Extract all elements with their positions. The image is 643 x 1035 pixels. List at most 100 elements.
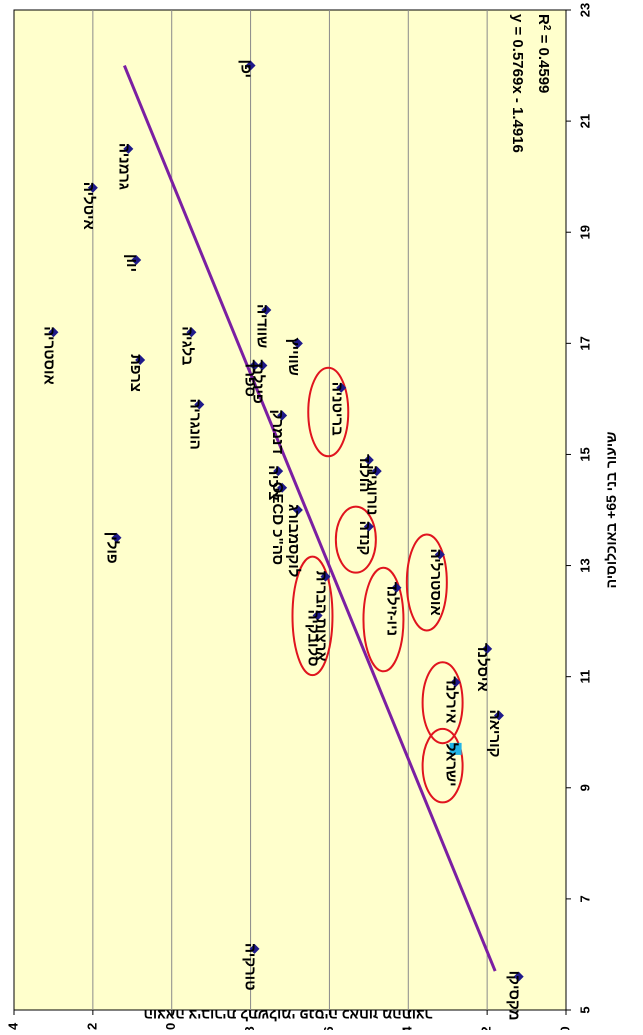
point-label-יוון: יוון bbox=[123, 254, 140, 272]
data-point-בלגיה bbox=[186, 327, 197, 338]
data-point-ניו-זילנד bbox=[391, 582, 402, 593]
x-tick-label: 5 bbox=[577, 1006, 592, 1013]
y-tick-label: 0 bbox=[557, 1026, 572, 1030]
data-points-group bbox=[48, 60, 524, 982]
point-label-הולנד: הולנד bbox=[356, 454, 373, 492]
x-tick-label: 7 bbox=[577, 895, 592, 902]
highlight-circles-group bbox=[291, 366, 464, 804]
data-point-צרפת bbox=[135, 355, 146, 365]
point-label-צרפת: צרפת bbox=[127, 354, 144, 392]
data-point-הונגריה bbox=[194, 399, 205, 410]
point-label-שוודיה: שוודיה bbox=[253, 304, 270, 348]
y-tick-label: 12 bbox=[84, 1023, 99, 1030]
data-point-הולנד bbox=[363, 455, 374, 465]
point-label-נורווגיה: נורווגיה bbox=[364, 465, 381, 515]
point-label-הונגריה: הונגריה bbox=[186, 398, 203, 449]
point-label-פינלנד: פינלנד bbox=[249, 360, 266, 404]
x-tick-label: 17 bbox=[577, 336, 592, 350]
x-tick-label: 23 bbox=[577, 3, 592, 17]
data-point-איסלנד bbox=[482, 643, 493, 654]
highlight-circle-אירלנד bbox=[421, 661, 464, 745]
point-label-איסלנד: איסלנד bbox=[474, 643, 491, 692]
point-label-ארצות-הברית: ארצות הברית bbox=[312, 571, 329, 662]
data-point-גרמניה bbox=[123, 143, 134, 154]
point-label-סה-כ-oecd: סה"כ OECD bbox=[269, 482, 286, 565]
point-label-ישראל: ישראל bbox=[443, 743, 460, 787]
data-point-טורקיה bbox=[249, 943, 260, 954]
data-point-שווייץ bbox=[292, 338, 303, 349]
data-point-אירלנד bbox=[450, 677, 461, 688]
x-tick-label: 19 bbox=[577, 225, 592, 239]
point-label-גרמניה: גרמניה bbox=[115, 143, 132, 190]
trend-equation: y = 0.5769x - 1.4916 bbox=[509, 14, 526, 153]
point-label-קנדה: קנדה bbox=[356, 521, 373, 556]
trendline bbox=[123, 64, 497, 972]
x-tick-label: 13 bbox=[577, 558, 592, 572]
y-axis-title: הוצאה ציבורית לתשלומי פנסיה כאחוז מהתוצר bbox=[143, 1007, 432, 1023]
point-label-איטליה: איטליה bbox=[80, 182, 97, 230]
data-point-פינלנד bbox=[257, 360, 268, 371]
data-point-בריטניה bbox=[336, 382, 347, 393]
point-label-אוסטרליה: אוסטרליה bbox=[427, 548, 444, 615]
point-label-ניו-זילנד: ניו-זילנד bbox=[383, 582, 400, 636]
data-point-קוריאה bbox=[493, 710, 504, 721]
plot-area-group bbox=[13, 9, 567, 1011]
data-point-צ-כיה bbox=[273, 466, 284, 477]
r-squared-value: = 0.4599 bbox=[535, 30, 552, 93]
data-point-אוסטרליה bbox=[434, 549, 445, 560]
data-point-סלובקיה bbox=[312, 610, 323, 621]
r-squared-superscript: 2 bbox=[542, 25, 553, 31]
data-point-פולין bbox=[111, 532, 122, 543]
x-tick-label: 11 bbox=[577, 670, 592, 684]
highlight-circle-אוסטרליה bbox=[405, 533, 448, 632]
trend-r-squared: R2 = 0.4599 bbox=[535, 14, 553, 93]
y-tick-label: 6 bbox=[321, 1026, 336, 1030]
x-axis-title: שיעור בני 65+ באוכלוסיה bbox=[603, 432, 619, 589]
point-label-בלגיה: בלגיה bbox=[178, 326, 195, 366]
gridlines-group bbox=[92, 10, 488, 1010]
plot-background bbox=[13, 9, 567, 1011]
point-label-יפן: יפן bbox=[238, 60, 255, 79]
point-label-מקסיקו: מקסיקו bbox=[506, 971, 523, 1021]
data-point-ספרד bbox=[249, 360, 260, 371]
point-label-סלובקיה: סלובקיה bbox=[305, 610, 322, 667]
data-point-לוקסמבורג bbox=[292, 505, 303, 515]
y-tick-label: 8 bbox=[242, 1026, 257, 1030]
highlight-circle-ישראל bbox=[421, 727, 464, 804]
r-squared-r: R bbox=[535, 14, 552, 25]
point-label-לוקסמבורג: לוקסמבורג bbox=[285, 504, 302, 577]
data-point-קנדה bbox=[363, 521, 374, 532]
data-point-מקסיקו bbox=[513, 971, 524, 982]
data-point-שוודיה bbox=[261, 305, 272, 315]
point-label-אירלנד: אירלנד bbox=[443, 676, 460, 723]
x-tick-label: 15 bbox=[577, 447, 592, 461]
point-label-אוסטריה: אוסטריה bbox=[40, 326, 57, 385]
data-point-אוסטריה bbox=[48, 327, 59, 338]
data-point-ישראל bbox=[449, 742, 462, 755]
point-label-צ-כיה: צ'כיה bbox=[265, 465, 282, 500]
highlight-circle-קנדה bbox=[334, 505, 377, 574]
point-label-פולין: פולין bbox=[104, 532, 121, 564]
point-label-דנמרק: דנמרק bbox=[269, 410, 286, 455]
y-tick-label: 14 bbox=[5, 1022, 20, 1030]
data-point-ארצות-הברית bbox=[320, 571, 331, 582]
x-tick-label: 21 bbox=[577, 114, 592, 128]
trend-equation-group: y = 0.5769x - 1.4916 R2 = 0.4599 bbox=[509, 14, 553, 153]
data-point-דנמרק bbox=[277, 410, 288, 421]
point-labels-group: יפן גרמניה איטליה יוון אוסטריה שוודיה שווייץ צר… bbox=[40, 60, 522, 1021]
highlight-circle-בריטניה bbox=[307, 366, 350, 458]
highlight-circle-ארצות-הברית bbox=[291, 555, 334, 677]
point-label-ספרד: ספרד bbox=[242, 360, 259, 397]
data-point-איטליה bbox=[87, 182, 98, 193]
data-point-יפן bbox=[245, 60, 256, 71]
data-point-יוון bbox=[131, 255, 142, 265]
point-label-בריטניה: בריטניה bbox=[328, 382, 345, 436]
point-label-קוריאה: קוריאה bbox=[486, 710, 503, 758]
trendline-group bbox=[123, 64, 497, 972]
data-point-נורווגיה bbox=[371, 466, 382, 477]
data-point-סה-כ-oecd bbox=[277, 482, 288, 493]
point-label-שווייץ: שווייץ bbox=[285, 337, 302, 375]
point-label-טורקיה: טורקיה bbox=[242, 943, 259, 991]
